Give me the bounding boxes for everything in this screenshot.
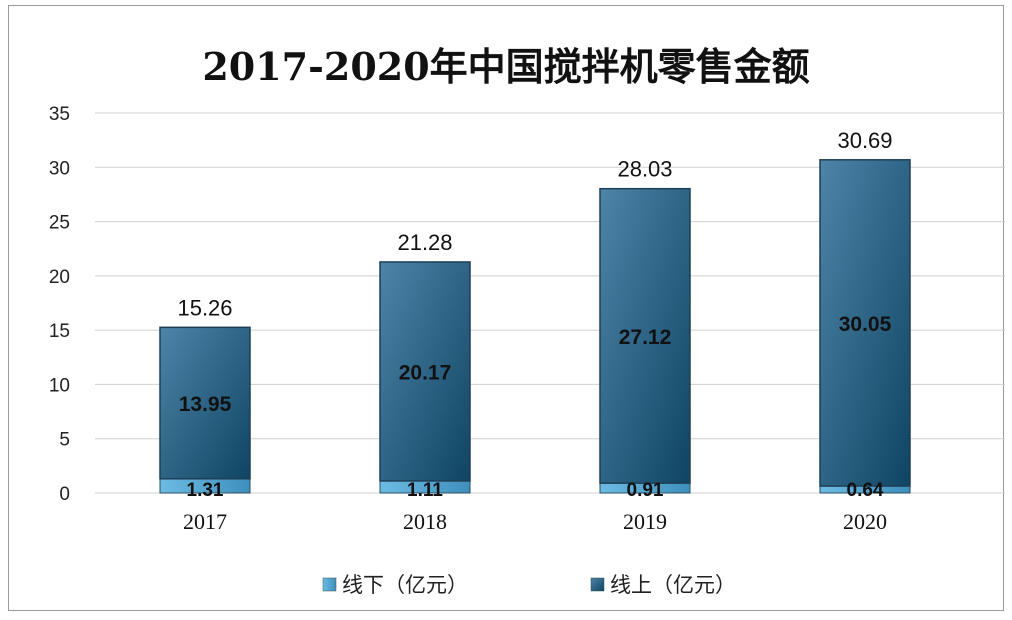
- chart-frame: [8, 5, 1004, 611]
- online-value-label: 13.95: [179, 393, 232, 416]
- bar-online: [159, 326, 251, 480]
- legend-label: 线下（亿元）: [342, 574, 468, 597]
- total-value-label: 21.28: [397, 230, 452, 255]
- y-tick-label: 10: [49, 375, 70, 396]
- y-tick-label: 30: [49, 158, 70, 179]
- total-value-label: 15.26: [177, 295, 232, 320]
- legend-swatch: [322, 577, 337, 592]
- y-tick-label: 35: [49, 104, 70, 125]
- x-tick-label: 2018: [403, 509, 447, 534]
- legend-swatch: [590, 577, 605, 592]
- y-tick-label: 25: [49, 213, 70, 234]
- total-value-label: 28.03: [617, 157, 672, 182]
- bar-online: [819, 159, 911, 487]
- online-value-label: 27.12: [619, 326, 672, 349]
- offline-value-label: 0.64: [847, 480, 884, 501]
- x-tick-label: 2019: [623, 509, 667, 534]
- y-tick-label: 5: [59, 430, 70, 451]
- bar-online: [379, 261, 471, 482]
- bar-online: [599, 187, 691, 484]
- y-tick-label: 20: [49, 267, 70, 288]
- x-tick-label: 2017: [183, 509, 227, 534]
- legend-label: 线上（亿元）: [610, 574, 736, 597]
- x-tick-label: 2020: [843, 509, 887, 534]
- offline-value-label: 1.11: [407, 480, 443, 501]
- total-value-label: 30.69: [837, 128, 892, 153]
- offline-value-label: 1.31: [187, 480, 224, 501]
- online-value-label: 20.17: [399, 361, 452, 384]
- chart-title: 2017-2020年中国搅拌机零售金额: [202, 44, 809, 89]
- online-value-label: 30.05: [839, 313, 892, 336]
- y-tick-label: 15: [49, 321, 70, 342]
- offline-value-label: 0.91: [627, 480, 664, 501]
- y-tick-label: 0: [59, 484, 70, 505]
